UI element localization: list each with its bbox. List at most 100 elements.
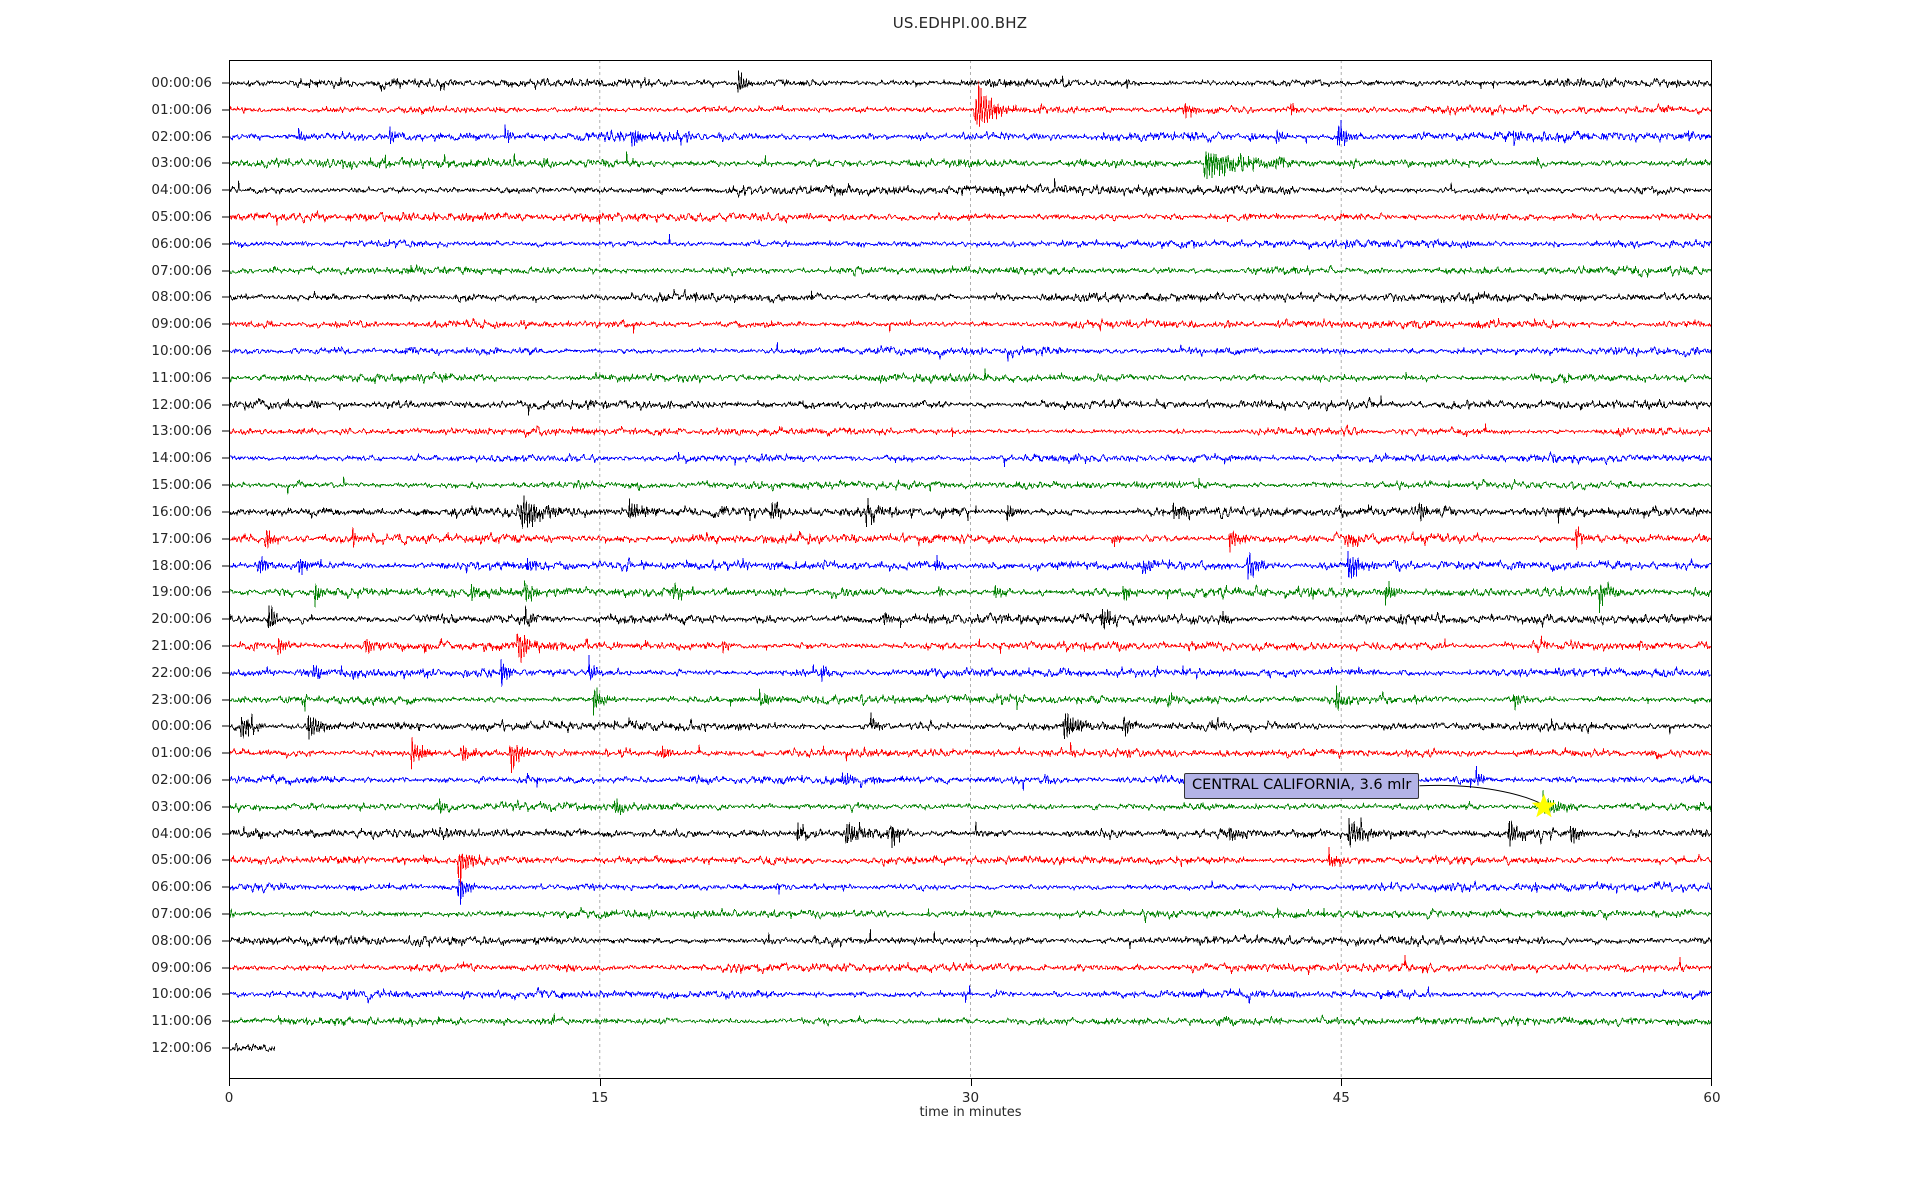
y-axis-tick-mark xyxy=(222,833,229,835)
y-axis-tick-mark xyxy=(222,538,229,540)
y-axis-tick-mark xyxy=(222,430,229,432)
y-axis-tick-label: 01:00:06 xyxy=(151,745,212,762)
x-axis-tick-mark xyxy=(1341,1079,1343,1086)
y-axis-tick-label: 01:00:06 xyxy=(151,101,212,118)
y-axis-tick-label: 13:00:06 xyxy=(151,423,212,440)
x-axis-tick-container: 0 15 30 45 60 xyxy=(225,1079,1721,1119)
trace-line xyxy=(229,906,1712,924)
y-axis-tick-label: 10:00:06 xyxy=(151,986,212,1003)
y-axis-tick-label: 06:00:06 xyxy=(151,235,212,252)
y-axis-tick-label: 00:00:06 xyxy=(151,75,212,91)
y-axis-tick-mark xyxy=(222,296,229,298)
y-axis-tick-label: 17:00:06 xyxy=(151,530,212,547)
y-axis-tick-label: 03:00:06 xyxy=(151,798,212,815)
x-axis-label: time in minutes xyxy=(919,1105,1022,1120)
x-axis-tick-label: 60 xyxy=(1703,1090,1721,1106)
y-axis-tick-label: 08:00:06 xyxy=(151,289,212,306)
seismic-traces xyxy=(229,70,1712,1052)
y-axis-tick-mark xyxy=(222,323,229,325)
y-axis-tick-label: 00:00:06 xyxy=(151,718,212,735)
trace-line xyxy=(229,633,1712,664)
trace-line xyxy=(229,846,1712,888)
trace-line xyxy=(229,233,1712,250)
trace-line xyxy=(229,476,1712,495)
y-axis-tick-label: 04:00:06 xyxy=(151,182,212,199)
trace-line xyxy=(229,817,1712,849)
y-axis-tick-label: 19:00:06 xyxy=(151,584,212,601)
earthquake-star-marker xyxy=(1531,793,1557,818)
page-title: US.EDHPI.00.BHZ xyxy=(892,14,1028,32)
y-axis-tick-mark xyxy=(222,457,229,459)
trace-line xyxy=(229,423,1712,439)
trace-line xyxy=(229,655,1712,687)
y-axis-tick-label: 20:00:06 xyxy=(151,611,212,628)
y-axis-tick-mark xyxy=(222,1047,229,1049)
y-axis-tick-mark xyxy=(222,377,229,379)
y-axis-tick-mark xyxy=(222,940,229,942)
y-axis-tick-mark xyxy=(222,645,229,647)
x-axis-tick-mark xyxy=(970,1079,972,1086)
y-axis-tick-label: 22:00:06 xyxy=(151,664,212,681)
y-axis-tick-label: 11:00:06 xyxy=(151,369,212,386)
y-axis-tick-label: 18:00:06 xyxy=(151,557,212,574)
y-axis-tick-mark xyxy=(222,565,229,566)
x-axis-tick-label: 30 xyxy=(961,1090,980,1106)
trace-line xyxy=(229,342,1712,362)
y-axis-tick-mark xyxy=(222,779,229,781)
y-axis-tick-label: 23:00:06 xyxy=(151,691,212,708)
trace-line xyxy=(229,879,1712,905)
y-axis-tick-mark xyxy=(222,511,229,513)
y-axis-tick-mark xyxy=(222,886,229,888)
x-axis-tick-label: 0 xyxy=(224,1090,234,1106)
x-axis-tick-label: 15 xyxy=(591,1090,609,1106)
trace-line xyxy=(229,985,1712,1005)
y-axis-tick-mark xyxy=(222,993,229,995)
trace-line xyxy=(229,264,1712,278)
trace-line xyxy=(229,685,1712,716)
grid-lines xyxy=(599,60,1342,1079)
y-axis-tick-mark xyxy=(222,752,229,754)
trace-line xyxy=(229,790,1712,816)
trace-line xyxy=(229,605,1712,630)
y-axis-tick-label: 07:00:06 xyxy=(151,905,212,922)
trace-line xyxy=(229,1042,276,1052)
trace-line xyxy=(229,210,1712,226)
trace-line xyxy=(229,550,1712,580)
trace-line xyxy=(229,150,1712,180)
y-axis-tick-label: 11:00:06 xyxy=(151,1013,212,1030)
trace-line xyxy=(229,451,1712,468)
y-axis-tick-mark xyxy=(222,1020,229,1022)
y-axis-tick-label: 12:00:06 xyxy=(151,1040,212,1056)
y-axis-tick-label: 09:00:06 xyxy=(151,959,212,976)
y-axis-tick-label: 02:00:06 xyxy=(151,771,212,788)
trace-line xyxy=(229,289,1712,305)
y-axis-tick-label: 21:00:06 xyxy=(151,637,212,654)
annotation-leader-line xyxy=(1419,784,1546,807)
y-axis-tick-mark xyxy=(222,484,229,486)
y-axis-tick-label: 08:00:06 xyxy=(151,932,212,949)
trace-line xyxy=(229,712,1712,740)
plot-axes xyxy=(229,60,1712,1079)
y-axis-tick-label: 07:00:06 xyxy=(151,262,212,279)
trace-line xyxy=(229,526,1712,553)
y-axis-tick-label: 10:00:06 xyxy=(151,343,212,360)
y-axis-tick-mark xyxy=(222,243,229,245)
trace-line xyxy=(229,317,1712,334)
y-axis-tick-label: 12:00:06 xyxy=(151,396,212,413)
y-axis-tick-mark xyxy=(222,913,229,915)
y-axis-tick-mark xyxy=(222,189,229,191)
trace-line xyxy=(229,495,1712,529)
x-axis-tick-mark xyxy=(599,1079,601,1086)
x-axis-tick-mark xyxy=(229,1079,230,1086)
y-axis-tick-label: 14:00:06 xyxy=(151,450,212,467)
trace-line xyxy=(229,955,1712,976)
x-axis-tick-mark xyxy=(1711,1079,1712,1086)
y-axis-tick-mark xyxy=(222,806,229,808)
trace-line xyxy=(229,765,1712,792)
annotation-leader-and-marker xyxy=(1419,784,1557,818)
y-axis-tick-mark xyxy=(222,618,229,620)
y-axis-tick-mark xyxy=(222,672,229,674)
y-axis-tick-mark xyxy=(222,162,229,164)
y-axis-tick-mark xyxy=(222,967,229,969)
